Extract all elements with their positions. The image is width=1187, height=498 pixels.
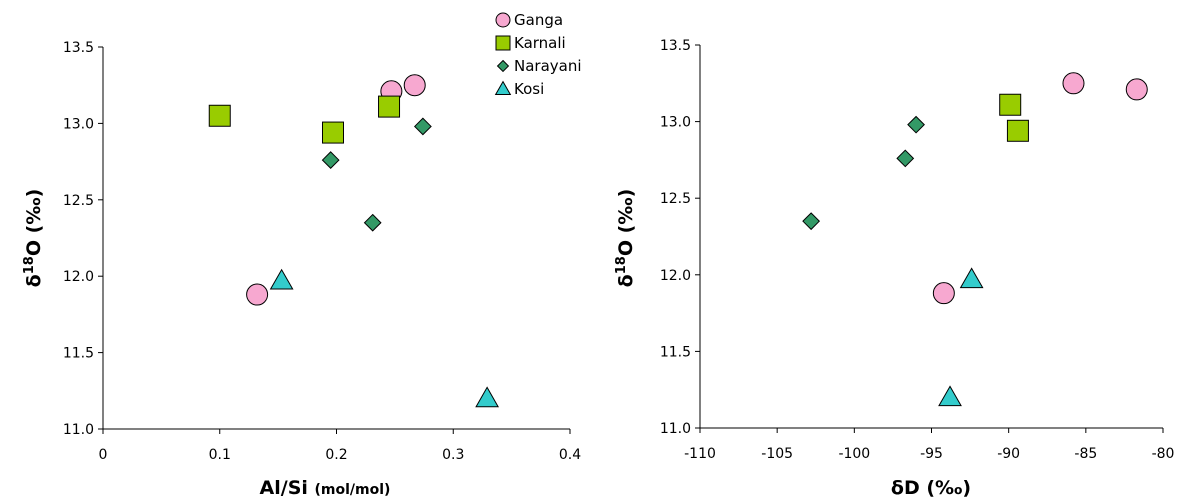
y-axis-title: δ18O (‰) bbox=[614, 189, 637, 288]
x-tick-label: -80 bbox=[1152, 446, 1175, 462]
legend-item-ganga: Ganga bbox=[495, 11, 563, 29]
point-karnali bbox=[378, 95, 401, 118]
y-tick-label: 11.5 bbox=[660, 344, 691, 360]
x-tick-label: 0.3 bbox=[442, 447, 464, 463]
x-tick-label: -110 bbox=[684, 446, 716, 462]
point-karnali bbox=[208, 104, 231, 127]
y-axis-title: δ18O (‰) bbox=[22, 189, 45, 288]
point-ganga bbox=[246, 283, 269, 306]
y-tick-label: 12.0 bbox=[63, 269, 94, 285]
point-karnali bbox=[1006, 119, 1029, 142]
legend-item-narayani: Narayani bbox=[496, 57, 582, 75]
x-tick-label: -100 bbox=[838, 446, 870, 462]
legend-marker-karnali bbox=[495, 35, 511, 51]
point-narayani bbox=[363, 213, 382, 232]
x-tick-label: 0.4 bbox=[559, 447, 581, 463]
x-tick-label: -95 bbox=[920, 446, 943, 462]
point-narayani bbox=[907, 115, 925, 134]
point-ganga bbox=[1125, 78, 1148, 101]
point-karnali bbox=[321, 121, 344, 144]
x-tick-label: 0 bbox=[99, 447, 108, 463]
point-narayani bbox=[321, 151, 340, 169]
legend-marker-ganga bbox=[495, 12, 511, 28]
point-narayani bbox=[802, 212, 821, 231]
point-kosi bbox=[475, 386, 499, 408]
point-kosi bbox=[269, 268, 294, 290]
legend-item-kosi: Kosi bbox=[494, 80, 544, 98]
legend-item-karnali: Karnali bbox=[495, 34, 566, 52]
legend-label: Kosi bbox=[514, 80, 544, 98]
legend: Ganga Karnali Narayani Kosi bbox=[494, 11, 582, 98]
point-ganga bbox=[932, 282, 955, 305]
x-tick-label: 0.1 bbox=[209, 447, 231, 463]
chart-al-si: 11.0 11.5 12.0 12.5 13.0 13.5 0 0.1 0.2 0.3 0.4 Al… bbox=[22, 40, 581, 498]
x-tick-label: -90 bbox=[997, 446, 1020, 462]
x-tick-label: 0.2 bbox=[325, 447, 347, 463]
chart-delta-d: 11.0 11.5 12.0 12.5 13.0 13.5 -110 -105 -100 -95 -… bbox=[614, 38, 1174, 498]
legend-label: Ganga bbox=[514, 11, 563, 29]
point-kosi bbox=[959, 267, 984, 289]
y-tick-label: 13.0 bbox=[660, 115, 691, 131]
legend-label: Karnali bbox=[514, 34, 566, 52]
point-narayani bbox=[413, 117, 432, 136]
x-tick-label: -105 bbox=[761, 446, 793, 462]
y-tick-label: 12.5 bbox=[63, 193, 94, 209]
y-tick-label: 12.5 bbox=[660, 191, 691, 207]
point-karnali bbox=[999, 93, 1022, 116]
y-tick-label: 12.0 bbox=[660, 268, 691, 284]
point-ganga bbox=[403, 74, 426, 97]
x-axis-title: Al/Si (mol/mol) bbox=[260, 477, 391, 498]
point-narayani bbox=[896, 149, 915, 168]
y-tick-label: 13.0 bbox=[63, 116, 94, 132]
y-tick-label: 11.5 bbox=[63, 346, 94, 362]
y-tick-label: 11.0 bbox=[63, 422, 94, 438]
x-tick-label: -85 bbox=[1074, 446, 1097, 462]
legend-marker-kosi bbox=[494, 80, 512, 96]
legend-marker-narayani bbox=[496, 59, 510, 73]
point-kosi bbox=[938, 385, 962, 407]
point-ganga bbox=[1062, 72, 1085, 95]
y-tick-label: 11.0 bbox=[660, 421, 691, 437]
x-axis-title: δD (‰) bbox=[891, 477, 971, 498]
y-tick-label: 13.5 bbox=[660, 38, 691, 54]
legend-label: Narayani bbox=[514, 57, 582, 75]
y-tick-label: 13.5 bbox=[63, 40, 94, 56]
